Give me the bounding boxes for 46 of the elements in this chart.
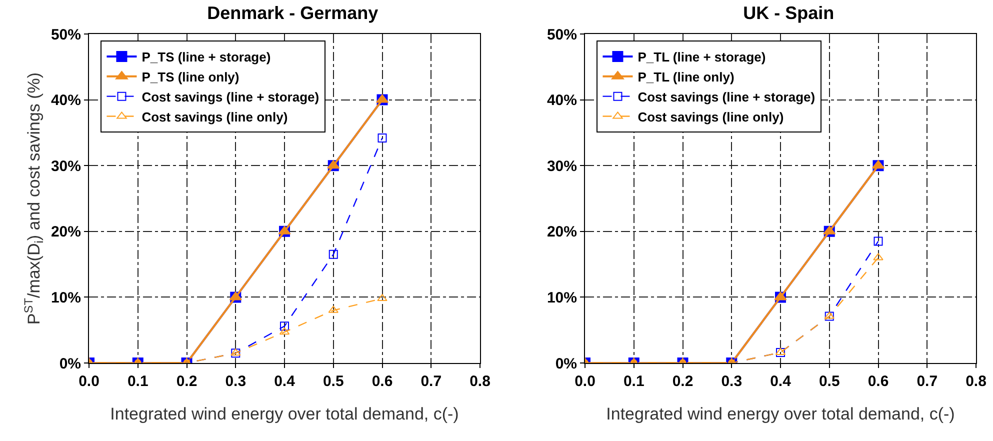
x-tick-label: 0.4 — [770, 373, 792, 390]
y-tick-label: 20% — [50, 224, 81, 241]
legend-label: Cost savings (line only) — [142, 109, 288, 124]
x-tick-label: 0.7 — [916, 373, 938, 390]
y-tick-label: 10% — [546, 289, 577, 306]
x-tick-label: 0.1 — [623, 373, 644, 390]
legend-label: P_TL (line + storage) — [638, 50, 766, 65]
y-tick-label: 0% — [555, 355, 577, 372]
y-tick-label: 40% — [50, 92, 81, 110]
legend-label: Cost savings (line + storage) — [142, 89, 320, 104]
y-tick-label: 30% — [546, 158, 577, 175]
y-tick-label: 40% — [546, 92, 577, 110]
legend-label: P_TL (line only) — [638, 70, 734, 84]
x-tick-label: 0.4 — [274, 373, 296, 390]
y-tick-label: 20% — [546, 224, 577, 241]
x-tick-label: 0.5 — [818, 373, 840, 390]
y-tick-label: 50% — [50, 26, 81, 44]
x-tick-label: 0.3 — [225, 373, 246, 390]
chart-title: UK - Spain — [743, 3, 834, 24]
x-tick-label: 0.3 — [721, 373, 742, 390]
x-tick-label: 0.6 — [372, 373, 393, 390]
y-tick-label: 10% — [50, 289, 81, 306]
y-tick-label: 0% — [59, 355, 81, 372]
x-tick-label: 0.0 — [574, 373, 596, 390]
legend-label: Cost savings (line + storage) — [638, 89, 816, 104]
point — [873, 253, 884, 260]
x-axis-title: Integrated wind energy over total demand, c(-) — [110, 404, 459, 424]
x-tick-label: 0.2 — [672, 373, 694, 390]
point — [377, 294, 388, 302]
x-tick-label: 0.1 — [127, 373, 148, 390]
chart-title: Denmark - Germany — [207, 3, 378, 24]
x-tick-label: 0.5 — [322, 373, 344, 390]
x-tick-label: 0.6 — [868, 373, 889, 390]
point — [328, 306, 338, 313]
x-tick-label: 0.8 — [470, 373, 490, 390]
y-tick-label: 50% — [546, 26, 577, 44]
point — [874, 236, 883, 246]
legend-label: Cost savings (line only) — [638, 109, 784, 124]
x-axis-title: Integrated wind energy over total demand, c(-) — [606, 404, 955, 424]
x-tick-label: 0.8 — [966, 373, 986, 390]
legend-label: P_TS (line + storage) — [142, 50, 271, 65]
y-tick-label: 30% — [50, 158, 81, 175]
legend-label: P_TS (line only) — [142, 70, 240, 84]
x-tick-label: 0.2 — [176, 373, 198, 390]
x-tick-label: 0.0 — [78, 373, 100, 390]
x-tick-label: 0.7 — [420, 373, 442, 390]
